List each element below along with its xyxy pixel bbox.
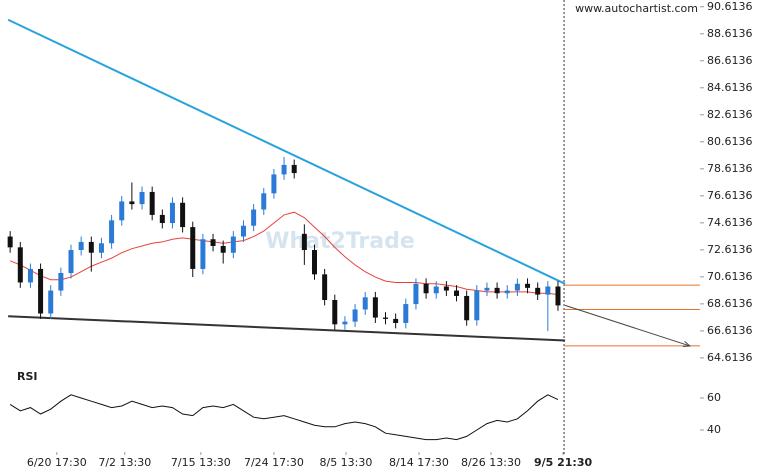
indicator-label: RSI [17,370,38,383]
x-tick-label: 6/20 17:30 [27,456,87,469]
x-tick-label: 9/5 21:30 [534,456,593,469]
y-tick-label: 90.6136 [707,0,753,13]
candle-body [464,295,470,321]
y-tick-label: 84.6136 [707,81,753,94]
candle-body [535,287,541,295]
candle-body [58,272,64,291]
moving-average [9,211,559,296]
y-tick-label: 78.6136 [707,162,753,175]
candle-body [403,304,409,323]
y-tick-label: 66.6136 [707,324,753,337]
y2-tick-label: 40 [707,423,721,436]
candle-body [251,209,257,226]
candle-body [514,283,520,291]
candle-body [443,286,449,291]
candle-body [362,297,368,310]
candle-body [129,201,135,205]
candle-body [393,318,399,323]
x-tick-label: 7/24 17:30 [244,456,304,469]
candle-body [180,202,186,228]
candle-body [7,236,13,248]
candle-body [301,233,307,251]
candle-body [484,287,490,291]
candle-body [555,286,561,306]
y-tick-label: 82.6136 [707,108,753,121]
candle-body [352,309,358,322]
y-tick-label: 80.6136 [707,135,753,148]
candle-body [38,268,44,314]
candle-body [27,268,33,283]
candle-body [200,239,206,269]
candle-body [78,241,84,251]
x-tick-label: 8/5 13:30 [319,456,372,469]
candle-body [474,290,480,321]
candle-body [109,220,115,244]
candle-body [190,227,196,269]
candle-body [169,202,175,224]
candle-body [139,191,145,205]
candle-body [220,245,226,253]
x-tick-label: 7/2 13:30 [98,456,151,469]
candle-body [494,287,500,294]
trend-line [7,18,566,285]
y-tick-label: 88.6136 [707,27,753,40]
source: www.autochartist.com [575,2,698,15]
candle-body [48,290,54,314]
candle-body [261,193,267,210]
y-tick-label: 64.6136 [707,351,753,364]
candle-body [281,164,287,175]
candle-body [68,250,74,273]
candle-body [240,225,246,237]
candle-body [291,164,297,174]
y2-tick-label: 60 [707,391,721,404]
y-tick-label: 70.6136 [707,270,753,283]
candle-body [545,286,551,295]
candle-body [17,247,23,283]
y-tick-label: 86.6136 [707,54,753,67]
projection-arrowhead [682,340,692,348]
candle-body [372,297,378,318]
x-tick-label: 7/15 13:30 [171,456,231,469]
candle-body [119,201,125,221]
candle-body [342,321,348,325]
projection-line [564,304,691,347]
trend-line [8,315,566,342]
candle-body [504,290,510,294]
candle-body [423,283,429,294]
watermark: What2Trade [265,229,415,254]
x-tick-label: 8/26 13:30 [461,456,521,469]
candle-body [271,174,277,194]
candle-body [98,243,104,253]
candle-body [88,241,94,253]
y-tick-label: 74.6136 [707,216,753,229]
candle-body [433,286,439,294]
candle-body [454,290,460,296]
y-tick-label: 72.6136 [707,243,753,256]
rsi-line [9,394,559,441]
x-tick-label: 8/14 17:30 [389,456,449,469]
y-tick-label: 76.6136 [707,189,753,202]
candle-body [383,317,389,319]
candle-body [322,274,328,301]
candle-body [311,250,317,275]
candle-body [149,191,155,215]
candle-body [525,283,531,288]
candle-body [332,300,338,325]
candle-body [413,283,419,305]
y-tick-label: 68.6136 [707,297,753,310]
candle-body [210,239,216,246]
candle-body [230,236,236,253]
candle-body [159,214,165,224]
